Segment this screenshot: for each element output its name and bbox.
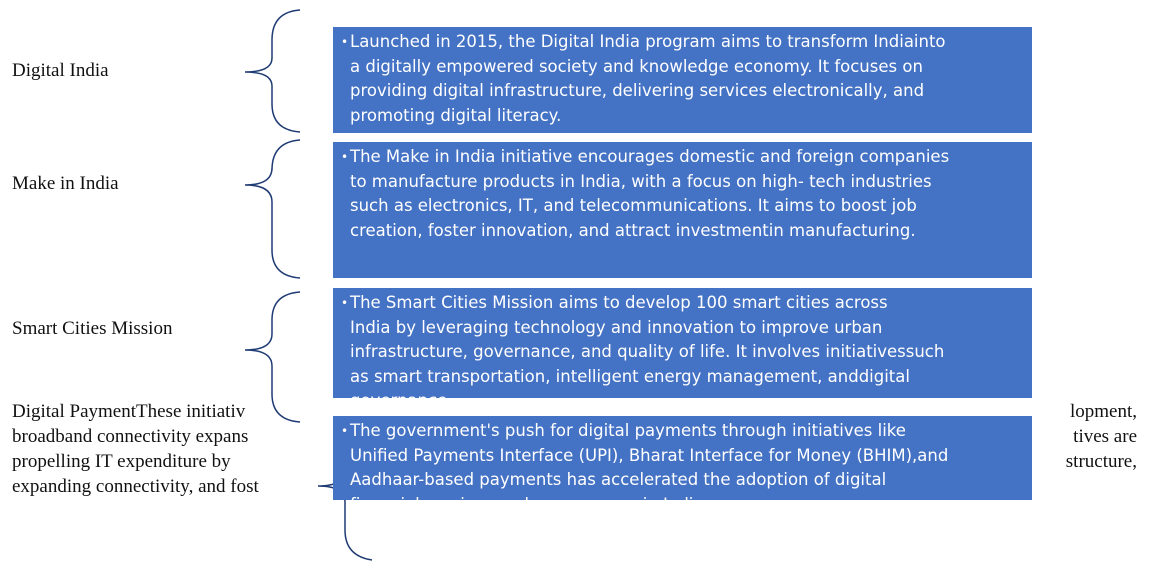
box-text: The government's push for digital paymen…	[341, 419, 1024, 444]
paragraph-text: broadband connectivity expans	[12, 426, 249, 447]
box-text: Unified Payments Interface (UPI), Bharat…	[350, 445, 949, 465]
box-text: to manufacture products in India, with a…	[350, 171, 932, 191]
item-label: Make in India	[12, 173, 119, 194]
paragraph-text: expanding connectivity, and fost	[12, 476, 259, 497]
box-text: promoting digital literacy.	[350, 105, 562, 125]
box-text: Aadhaar-based payments has accelerated t…	[350, 470, 887, 489]
text-box: Launched in 2015, the Digital India prog…	[333, 27, 1032, 133]
brace	[244, 139, 301, 279]
box-text: Launched in 2015, the Digital India prog…	[341, 30, 1024, 55]
paragraph-text: lopment,	[1069, 401, 1137, 422]
brace	[244, 291, 301, 423]
box-text: a digitally empowered society and knowle…	[350, 56, 923, 76]
box-text: providing digital infrastructure, delive…	[350, 81, 925, 100]
paragraph-text: propelling IT expenditure by	[12, 451, 231, 472]
text-box: The Smart Cities Mission aims to develop…	[333, 288, 1032, 410]
text-box: The Make in India initiative encourages …	[333, 142, 1032, 278]
paragraph-text: Digital PaymentThese initiativ	[12, 401, 246, 422]
box-text: infrastructure, governance, and quality …	[350, 342, 945, 361]
box-text: such as electronics, IT, and telecommuni…	[350, 196, 917, 215]
box-text: India by leveraging technology and innov…	[350, 317, 883, 337]
box-text: creation, foster innovation, and attract…	[350, 220, 916, 240]
box-text: financial services and e-commerce in Ind…	[350, 494, 709, 514]
brace	[244, 9, 301, 133]
paragraph-text: structure,	[1065, 451, 1137, 472]
box-text: as smart transportation, intelligent ene…	[350, 366, 910, 386]
text-box: The government's push for digital paymen…	[333, 416, 1032, 514]
box-text: governance.	[350, 391, 453, 410]
box-text: The Smart Cities Mission aims to develop…	[341, 291, 1024, 316]
box-text: The Make in India initiative encourages …	[341, 145, 1024, 170]
item-label: Digital India	[12, 60, 109, 81]
item-label: Smart Cities Mission	[12, 318, 173, 339]
paragraph-text: tives are	[1073, 426, 1137, 447]
